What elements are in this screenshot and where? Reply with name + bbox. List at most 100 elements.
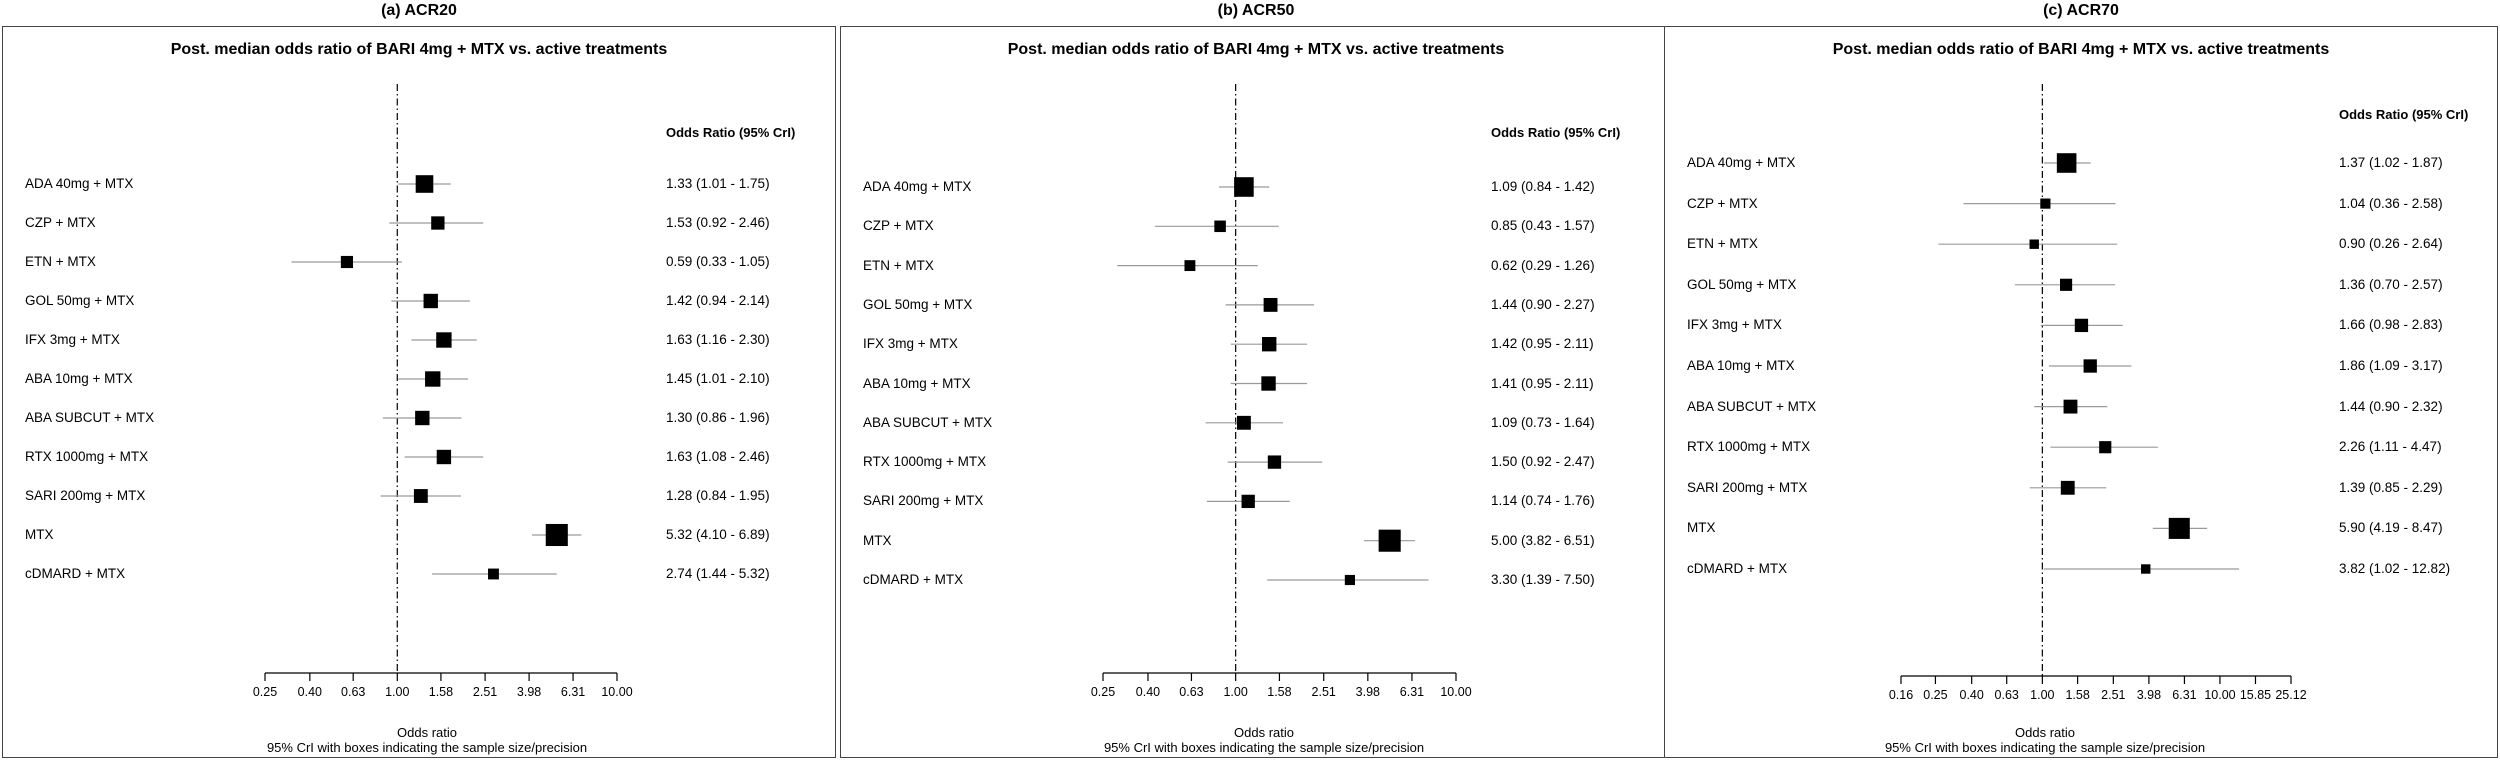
estimate-box: [423, 293, 438, 309]
estimate-box: [1263, 297, 1278, 312]
forest-plot-acr20: Post. median odds ratio of BARI 4mg + MT…: [2, 26, 836, 758]
x-tick-label: 3.98: [1355, 685, 1380, 699]
treatment-label: RTX 1000mg + MTX: [25, 449, 149, 464]
odds-ratio-value: 0.85 (0.43 - 1.57): [1491, 218, 1595, 234]
odds-ratio-value: 1.50 (0.92 - 2.47): [1491, 454, 1595, 470]
odds-ratio-value: 0.90 (0.26 - 2.64): [2339, 236, 2443, 252]
estimate-box: [1261, 376, 1276, 391]
odds-ratio-value: 1.53 (0.92 - 2.46): [666, 215, 770, 230]
treatment-label: ADA 40mg + MTX: [1687, 155, 1796, 170]
estimate-box: [2056, 153, 2077, 173]
odds-ratio-value: 0.62 (0.29 - 1.26): [1491, 257, 1595, 273]
panel-title-acr50: (b) ACR50: [1217, 2, 1295, 19]
odds-ratio-value: 1.37 (1.02 - 1.87): [2339, 155, 2443, 170]
odds-ratio-value: 1.42 (0.94 - 2.14): [666, 293, 770, 308]
x-tick-label: 0.40: [1959, 688, 1984, 702]
odds-ratio-value: 1.42 (0.95 - 2.11): [1491, 336, 1594, 352]
odds-ratio-value: 1.63 (1.08 - 2.46): [666, 449, 770, 464]
treatment-label: ETN + MTX: [863, 257, 934, 273]
treatment-label: cDMARD + MTX: [863, 572, 964, 587]
estimate-box: [2059, 278, 2073, 291]
estimate-box: [415, 410, 430, 426]
estimate-box: [1378, 529, 1401, 552]
odds-ratio-value: 1.86 (1.09 - 3.17): [2339, 358, 2443, 373]
x-tick-label: 2.51: [472, 685, 498, 699]
estimate-box: [1214, 220, 1226, 233]
estimate-box: [545, 523, 568, 547]
treatment-label: SARI 200mg + MTX: [25, 488, 146, 503]
forest-plot-canvas: [1102, 84, 1457, 681]
treatment-label: GOL 50mg + MTX: [863, 296, 973, 312]
estimate-box: [425, 371, 441, 387]
x-tick-label: 0.40: [1135, 685, 1161, 699]
treatment-label: ADA 40mg + MTX: [863, 179, 972, 194]
x-tick-label: 0.63: [1994, 688, 2019, 702]
x-tick-label: 0.16: [1888, 688, 1914, 702]
x-tick-label: 0.63: [1179, 685, 1204, 699]
x-tick-label: 0.40: [297, 685, 323, 699]
odds-ratio-header: Odds Ratio (95% CrI): [666, 125, 796, 140]
treatment-label: ABA SUBCUT + MTX: [863, 414, 993, 430]
odds-ratio-value: 1.44 (0.90 - 2.27): [1491, 296, 1595, 312]
odds-ratio-value: 3.82 (1.02 - 12.82): [2339, 561, 2451, 576]
treatment-label: MTX: [863, 532, 892, 548]
x-tick-label: 0.25: [1923, 688, 1948, 702]
x-tick-label: 0.25: [1090, 685, 1116, 699]
estimate-box: [2060, 480, 2075, 495]
treatment-label: ABA 10mg + MTX: [1687, 358, 1795, 373]
x-tick-label: 6.31: [560, 685, 586, 699]
x-tick-label: 6.31: [1399, 685, 1425, 699]
estimate-box: [436, 449, 452, 465]
x-tick-label: 1.58: [2065, 688, 2090, 702]
x-tick-label: 10.00: [1440, 685, 1472, 699]
odds-ratio-value: 1.33 (1.01 - 1.75): [666, 176, 770, 191]
estimate-box: [1344, 574, 1355, 586]
x-tick-label: 1.58: [1267, 685, 1292, 699]
estimate-box: [2063, 399, 2078, 414]
treatment-label: CZP + MTX: [863, 218, 934, 234]
x-tick-label: 2.51: [2101, 688, 2126, 702]
treatment-label: ETN + MTX: [1687, 236, 1758, 252]
forest-plot-canvas: [264, 84, 618, 681]
forest-plot-canvas: [1900, 84, 2292, 684]
treatment-label: ABA SUBCUT + MTX: [1687, 398, 1817, 414]
treatment-label: ABA 10mg + MTX: [863, 375, 971, 391]
x-tick-label: 1.00: [2030, 688, 2055, 702]
treatment-label: GOL 50mg + MTX: [25, 293, 135, 308]
estimate-box: [2029, 239, 2039, 249]
estimate-box: [436, 332, 452, 348]
x-tick-label: 10.00: [601, 685, 633, 699]
plot-title: Post. median odds ratio of BARI 4mg + MT…: [1832, 41, 2330, 58]
x-tick-label: 1.00: [385, 685, 410, 699]
odds-ratio-value: 1.28 (0.84 - 1.95): [666, 488, 770, 503]
odds-ratio-value: 1.66 (0.98 - 2.83): [2339, 317, 2443, 333]
odds-ratio-header: Odds Ratio (95% CrI): [1491, 125, 1621, 140]
x-tick-label: 15.85: [2239, 688, 2272, 702]
x-axis-subtitle: 95% CrI with boxes indicating the sample…: [1103, 740, 1425, 755]
odds-ratio-value: 1.04 (0.36 - 2.58): [2339, 195, 2443, 211]
estimate-box: [1236, 415, 1251, 430]
treatment-label: IFX 3mg + MTX: [25, 332, 120, 347]
forest-plot-acr50: Post. median odds ratio of BARI 4mg + MT…: [840, 26, 1672, 758]
estimate-box: [2083, 359, 2097, 373]
estimate-box: [1241, 494, 1255, 509]
odds-ratio-value: 1.45 (1.01 - 2.10): [666, 371, 770, 386]
estimate-box: [1234, 177, 1254, 197]
estimate-box: [2040, 198, 2051, 209]
odds-ratio-value: 1.44 (0.90 - 2.32): [2339, 398, 2443, 414]
odds-ratio-value: 2.26 (1.11 - 4.47): [2339, 439, 2442, 455]
estimate-box: [2168, 517, 2190, 539]
treatment-label: SARI 200mg + MTX: [1687, 479, 1808, 495]
x-axis-title: Odds ratio: [397, 725, 457, 740]
odds-ratio-value: 5.00 (3.82 - 6.51): [1491, 532, 1595, 548]
odds-ratio-header: Odds Ratio (95% CrI): [2339, 107, 2469, 122]
x-tick-label: 10.00: [2204, 688, 2236, 702]
treatment-label: CZP + MTX: [25, 215, 96, 230]
estimate-box: [413, 489, 428, 503]
odds-ratio-value: 2.74 (1.44 - 5.32): [666, 566, 770, 581]
odds-ratio-value: 5.32 (4.10 - 6.89): [666, 527, 770, 542]
x-axis-title: Odds ratio: [1234, 725, 1294, 740]
x-tick-label: 0.25: [252, 685, 278, 699]
x-tick-label: 1.58: [428, 685, 454, 699]
treatment-label: IFX 3mg + MTX: [863, 336, 958, 352]
